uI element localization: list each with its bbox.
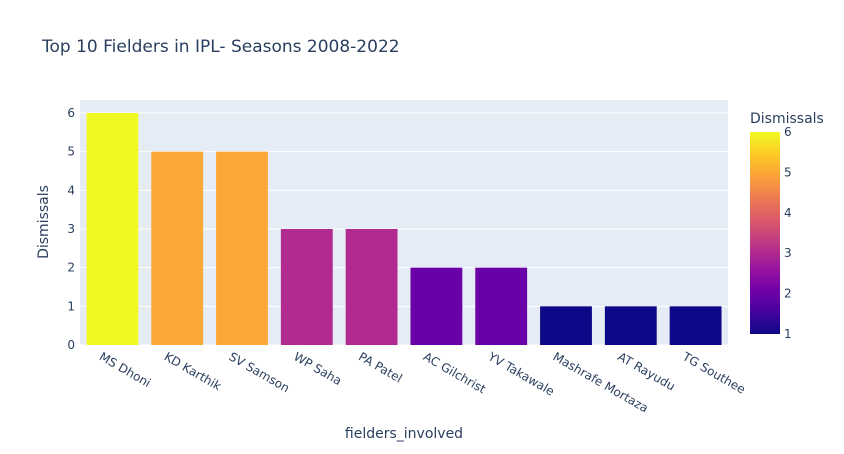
colorbar-tick-label: 6 [784, 125, 792, 139]
colorbar-tick-label: 4 [784, 206, 792, 220]
bar[interactable] [151, 151, 204, 345]
x-tick-label: AC Gilchrist [421, 349, 489, 396]
x-tick-label: WP Saha [291, 349, 344, 388]
bar[interactable] [280, 229, 333, 345]
y-axis-title: Dismissals [36, 185, 52, 259]
colorbar-tick-label: 5 [784, 165, 792, 179]
colorbar-title: Dismissals [750, 111, 824, 127]
bar[interactable] [540, 306, 592, 345]
x-tick-label: YV Takawale [485, 349, 557, 399]
colorbar-tick-label: 3 [784, 246, 792, 260]
bar[interactable] [475, 267, 528, 345]
x-tick-label: KD Karthik [162, 349, 224, 393]
bars [86, 113, 722, 345]
x-tick-label: SV Samson [227, 349, 292, 395]
colorbar-ticks: 1 2 3 4 5 6 [784, 125, 792, 341]
bar[interactable] [669, 306, 722, 345]
y-tick-label: 5 [67, 145, 75, 159]
bar[interactable] [216, 151, 268, 345]
y-tick-label: 1 [67, 299, 75, 313]
chart-title: Top 10 Fielders in IPL- Seasons 2008-202… [41, 37, 400, 57]
bar[interactable] [345, 229, 398, 345]
y-tick-label: 0 [67, 338, 75, 352]
x-axis-ticks: MS Dhoni KD Karthik SV Samson WP Saha PA Pat… [97, 349, 748, 415]
colorbar-gradient [750, 132, 780, 334]
bar[interactable] [86, 113, 139, 345]
y-tick-label: 3 [67, 222, 75, 236]
y-tick-label: 6 [67, 106, 75, 120]
x-tick-label: MS Dhoni [97, 349, 153, 390]
y-axis-ticks: 0 1 2 3 4 5 6 [67, 106, 75, 352]
y-tick-label: 4 [67, 183, 75, 197]
colorbar-tick-label: 1 [784, 327, 792, 341]
x-tick-label: TG Southee [679, 349, 748, 397]
x-axis-title: fielders_involved [345, 426, 463, 442]
bar[interactable] [604, 306, 657, 345]
colorbar-tick-label: 2 [784, 287, 792, 301]
y-tick-label: 2 [67, 261, 75, 275]
x-tick-label: AT Rayudu [615, 349, 677, 393]
colorbar: Dismissals 1 2 3 4 5 6 [750, 111, 824, 341]
bar[interactable] [410, 267, 463, 345]
x-tick-label: PA Patel [356, 349, 405, 385]
